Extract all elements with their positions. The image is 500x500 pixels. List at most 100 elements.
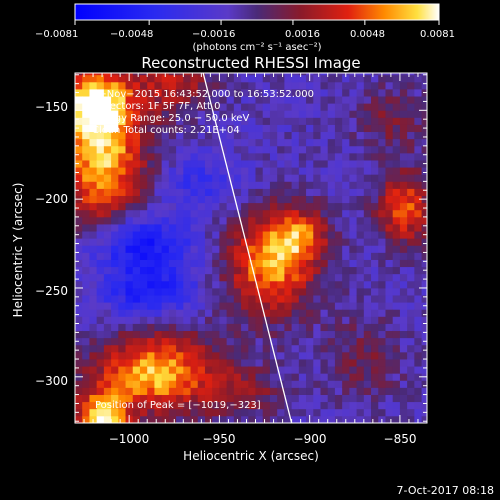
y-axis-label: Heliocentric Y (arcsec): [11, 183, 25, 318]
heatmap-cell: [197, 323, 206, 332]
heatmap-cell: [212, 337, 220, 346]
heatmap-cell: [118, 209, 126, 218]
heatmap-cell: [125, 152, 134, 161]
heatmap-cell: [269, 344, 278, 353]
heatmap-cell: [269, 103, 278, 111]
heatmap-cell: [161, 302, 170, 310]
heatmap-cell: [103, 216, 112, 225]
heatmap-cell: [111, 103, 119, 111]
heatmap-cell: [118, 216, 126, 225]
heatmap-cell: [371, 131, 379, 140]
heatmap-cell: [385, 415, 394, 423]
heatmap-cell: [103, 103, 112, 111]
heatmap-cell: [190, 330, 199, 339]
heatmap-cell: [306, 302, 314, 310]
heatmap-cell: [197, 174, 206, 182]
heatmap-cell: [226, 373, 235, 381]
heatmap-cell: [277, 152, 285, 161]
heatmap-cell: [291, 415, 300, 423]
heatmap-cell: [363, 408, 372, 417]
heatmap-cell: [118, 351, 126, 360]
heatmap-cell: [349, 74, 357, 83]
heatmap-cell: [204, 387, 213, 395]
heatmap-cell: [154, 387, 163, 395]
heatmap-cell: [197, 209, 206, 218]
heatmap-cell: [139, 88, 148, 97]
heatmap-cell: [118, 408, 126, 417]
annotation-energy-range: Energy Range: 25.0 − 50.0 keV: [92, 113, 249, 124]
heatmap-cell: [306, 145, 314, 154]
heatmap-cell: [154, 138, 163, 147]
heatmap-cell: [255, 280, 264, 289]
heatmap-cell: [327, 366, 336, 374]
heatmap-cell: [161, 238, 170, 246]
heatmap-cell: [111, 96, 119, 104]
heatmap-cell: [327, 238, 336, 246]
heatmap-cell: [176, 245, 184, 253]
heatmap-cell: [363, 188, 372, 196]
heatmap-cell: [248, 280, 256, 289]
heatmap-cell: [147, 238, 155, 246]
heatmap-cell: [96, 96, 105, 104]
heatmap-cell: [139, 117, 148, 125]
heatmap-cell: [168, 231, 177, 239]
heatmap-cell: [190, 359, 199, 367]
heatmap-cell: [385, 295, 394, 303]
heatmap-cell: [132, 224, 141, 232]
heatmap-cell: [313, 266, 321, 275]
heatmap-cell: [342, 88, 350, 97]
heatmap-cell: [291, 401, 300, 410]
heatmap-cell: [306, 110, 314, 118]
heatmap-cell: [212, 330, 220, 339]
heatmap-cell: [277, 366, 285, 374]
heatmap-cell: [313, 344, 321, 353]
heatmap-cell: [118, 309, 126, 317]
heatmap-cell: [306, 330, 314, 339]
heatmap-cell: [342, 394, 350, 403]
heatmap-cell: [414, 359, 422, 367]
heatmap-cell: [334, 174, 343, 182]
heatmap-cell: [378, 202, 386, 211]
heatmap-cell: [111, 316, 119, 324]
heatmap-cell: [269, 138, 278, 147]
heatmap-cell: [399, 145, 408, 154]
heatmap-cell: [327, 74, 336, 83]
heatmap-cell: [327, 181, 336, 189]
heatmap-cell: [125, 401, 134, 410]
heatmap-cell: [378, 344, 386, 353]
heatmap-cell: [421, 351, 427, 360]
heatmap-cell: [334, 287, 343, 296]
heatmap-cell: [349, 316, 357, 324]
heatmap-cell: [111, 202, 119, 211]
heatmap-cell: [183, 88, 191, 97]
heatmap-cell: [334, 117, 343, 125]
heatmap-cell: [334, 167, 343, 175]
heatmap-cell: [363, 238, 372, 246]
heatmap-cell: [284, 81, 293, 90]
heatmap-cell: [284, 252, 293, 260]
heatmap-cell: [399, 238, 408, 246]
heatmap-cell: [284, 245, 293, 253]
heatmap-cell: [399, 160, 408, 168]
heatmap-cell: [219, 74, 228, 83]
heatmap-cell: [204, 266, 213, 275]
heatmap-cell: [342, 238, 350, 246]
heatmap-cell: [327, 195, 336, 204]
heatmap-cell: [399, 252, 408, 260]
heatmap-cell: [407, 103, 415, 111]
heatmap-cell: [204, 259, 213, 268]
heatmap-cell: [371, 337, 379, 346]
heatmap-cell: [284, 344, 293, 353]
heatmap-cell: [248, 415, 256, 423]
heatmap-cell: [118, 74, 126, 83]
heatmap-cell: [385, 231, 394, 239]
heatmap-cell: [342, 330, 350, 339]
heatmap-cell: [306, 96, 314, 104]
heatmap-cell: [262, 103, 271, 111]
heatmap-cell: [399, 96, 408, 104]
heatmap-cell: [371, 302, 379, 310]
heatmap-cell: [176, 337, 184, 346]
heatmap-cell: [89, 181, 98, 189]
heatmap-cell: [327, 124, 336, 133]
heatmap-cell: [262, 387, 271, 395]
